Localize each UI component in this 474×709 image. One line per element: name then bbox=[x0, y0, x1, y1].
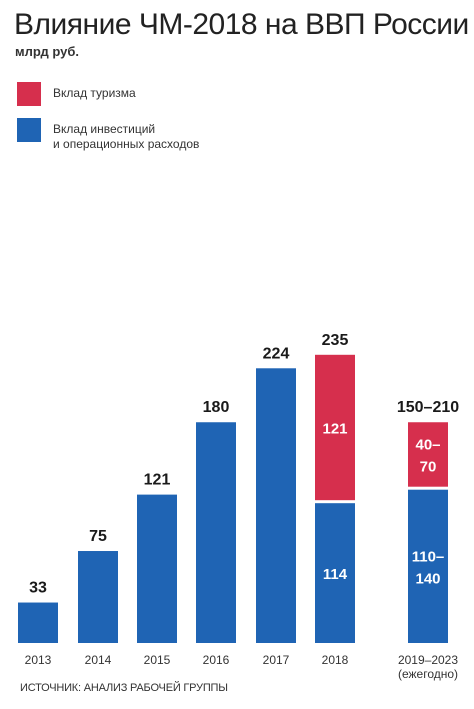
bar-investment-6 bbox=[408, 489, 448, 643]
category-label-1: 2014 bbox=[85, 653, 112, 667]
bar-investment-1 bbox=[78, 551, 118, 643]
bar-investment-3 bbox=[196, 422, 236, 643]
total-label-2: 121 bbox=[144, 472, 171, 489]
bar-investment-2 bbox=[137, 494, 177, 643]
source-note: ИСТОЧНИК: АНАЛИЗ РАБОЧЕЙ ГРУППЫ bbox=[20, 682, 228, 694]
total-label-1: 75 bbox=[89, 528, 107, 545]
total-label-5: 235 bbox=[322, 332, 349, 349]
total-label-3: 180 bbox=[203, 399, 230, 416]
category-label-2: 2015 bbox=[144, 653, 171, 667]
category-label-5: 2018 bbox=[322, 653, 349, 667]
data-label-investment-6: 110– 140 bbox=[412, 548, 445, 587]
bar-tourism-6 bbox=[408, 422, 448, 487]
total-label-6: 150–210 bbox=[397, 399, 459, 416]
legend-swatch-tourism bbox=[17, 82, 41, 106]
legend-label-tourism: Вклад туризма bbox=[53, 86, 136, 100]
bar-investment-5 bbox=[315, 503, 355, 643]
legend-item-tourism: Вклад туризма bbox=[17, 82, 247, 112]
legend-label-investment: Вклад инвестиций и операционных расходов bbox=[53, 122, 200, 151]
total-label-4: 224 bbox=[263, 345, 290, 362]
chart-title: Влияние ЧМ-2018 на ВВП России bbox=[14, 8, 469, 41]
legend-swatch-investment bbox=[17, 118, 41, 142]
data-label-tourism-6: 40– 70 bbox=[415, 436, 440, 475]
data-label-investment-5: 114 bbox=[323, 566, 348, 583]
category-label-4: 2017 bbox=[263, 653, 290, 667]
data-label-tourism-5: 121 bbox=[322, 420, 347, 437]
category-label-3: 2016 bbox=[203, 653, 230, 667]
chart-unit: млрд руб. bbox=[15, 44, 79, 59]
bar-investment-4 bbox=[256, 368, 296, 643]
bar-investment-0 bbox=[18, 602, 58, 643]
legend-item-investment: Вклад инвестиций и операционных расходов bbox=[17, 118, 247, 151]
category-label-6: 2019–2023 (ежегодно) bbox=[398, 653, 458, 681]
bar-tourism-5 bbox=[315, 354, 355, 501]
category-label-0: 2013 bbox=[25, 653, 52, 667]
total-label-0: 33 bbox=[29, 580, 47, 597]
legend: Вклад туризма Вклад инвестиций и операци… bbox=[17, 82, 247, 151]
